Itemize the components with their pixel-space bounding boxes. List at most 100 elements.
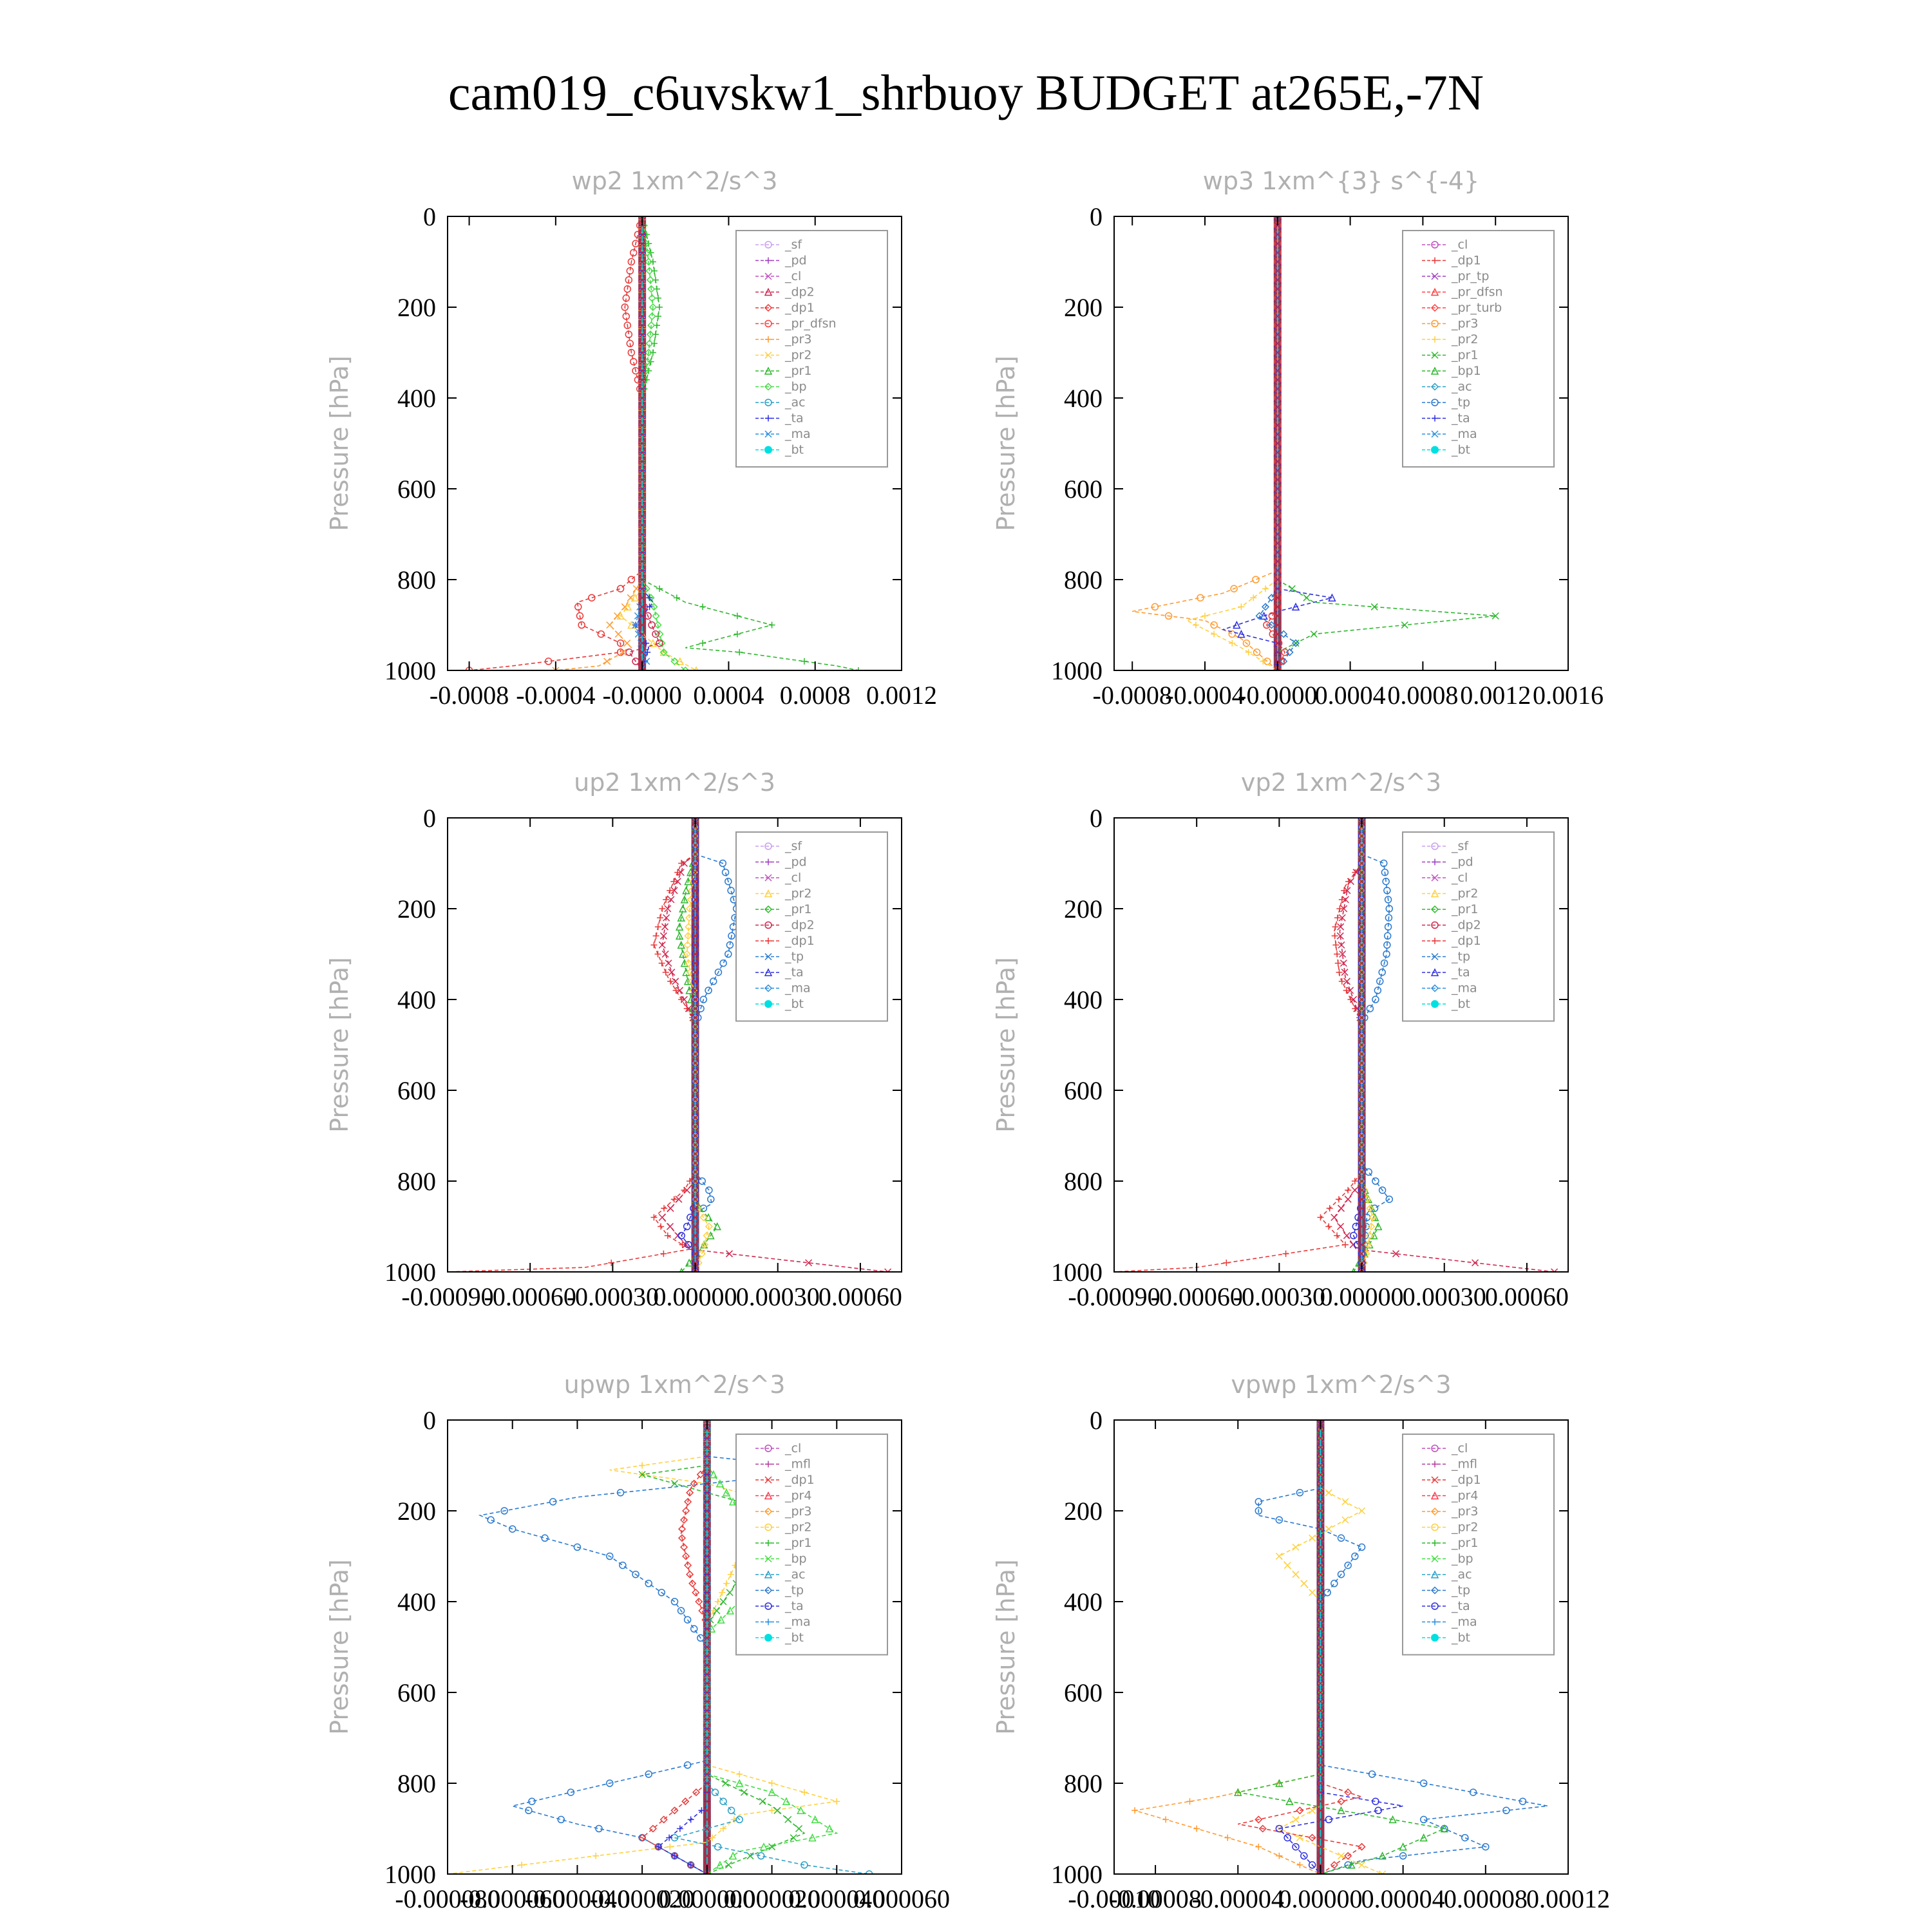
zero-line-marker: [1274, 530, 1282, 538]
series-marker-pr3: [614, 630, 622, 638]
zero-line-marker: [1274, 558, 1282, 565]
legend-entry: _pr_dfsn: [784, 317, 837, 331]
zero-line-marker: [1358, 1141, 1366, 1149]
legend-marker: [1431, 1444, 1439, 1452]
series-marker-pr1: [670, 1480, 679, 1488]
series-marker-dp1: [1316, 1870, 1325, 1874]
series-marker-pr1: [675, 922, 684, 931]
series-marker-pr1: [673, 594, 680, 601]
series-marker-dp2: [884, 1268, 892, 1272]
x-tick-label: 0.00030: [736, 1282, 820, 1311]
series-marker-tp: [1255, 612, 1264, 620]
legend-marker: [764, 1586, 773, 1595]
zero-line-marker: [1358, 1059, 1366, 1067]
zero-line-marker: [638, 321, 646, 329]
zero-line-marker: [1358, 923, 1366, 931]
zero-line-marker: [692, 1159, 699, 1167]
zero-line-marker: [692, 841, 699, 849]
zero-line-marker: [1358, 969, 1366, 976]
series-marker-dp1: [680, 1543, 688, 1551]
series-marker-dp2: [632, 658, 639, 665]
zero-line-marker: [692, 905, 699, 913]
legend-entry: _pr2: [1451, 1520, 1478, 1535]
series-marker-tp: [1482, 1842, 1490, 1851]
series-marker-pr1: [855, 667, 862, 670]
series-marker-dp2: [680, 859, 688, 867]
zero-line-marker: [703, 1498, 711, 1506]
legend-marker: [1431, 430, 1439, 438]
zero-line-marker: [692, 1150, 699, 1158]
series-marker-pr2: [1358, 1507, 1366, 1515]
legend-marker: [1431, 952, 1439, 961]
series-marker-tp: [1366, 1005, 1374, 1012]
series-marker-pr2: [1368, 1213, 1377, 1222]
zero-line-marker: [1274, 612, 1282, 620]
series-marker-dp2: [625, 649, 633, 656]
series-marker-pr1: [656, 585, 663, 592]
zero-line-marker: [703, 1725, 711, 1732]
series-marker-pr2: [649, 639, 658, 647]
series-marker-bp: [645, 348, 653, 357]
series-marker-tp: [1502, 1806, 1510, 1815]
zero-line-marker: [703, 1616, 711, 1624]
y-tick-label: 0: [1090, 202, 1103, 231]
series-marker-ta: [687, 1213, 694, 1222]
series-marker-dp1: [1332, 942, 1340, 949]
zero-line-marker: [692, 1050, 699, 1058]
zero-line-marker: [1358, 905, 1366, 913]
zero-line-marker: [1358, 887, 1366, 895]
zero-line-marker: [1316, 1552, 1324, 1560]
chart-panel: wp3 1xm^{3} s^{-4} Pressure [hPa] 0 200 400 6…: [992, 167, 1604, 710]
legend-entry: _cl: [1451, 1441, 1468, 1455]
zero-line-marker: [1358, 832, 1366, 840]
legend-marker: [1432, 858, 1438, 866]
zero-line-marker: [703, 1552, 711, 1560]
zero-line-marker: [1316, 1861, 1324, 1869]
legend-marker: [1431, 874, 1439, 882]
series-marker-tp: [645, 1580, 652, 1587]
series-marker-tp: [1368, 1770, 1376, 1778]
zero-line-marker: [638, 216, 646, 220]
series-marker-tp: [1280, 630, 1288, 638]
series-marker-dp1: [696, 1470, 705, 1479]
series-marker-pr2: [623, 602, 632, 611]
zero-line-marker: [1358, 878, 1366, 886]
legend-marker: [764, 1476, 772, 1484]
zero-line-marker: [692, 1268, 699, 1272]
legend-marker: [1431, 319, 1439, 328]
series-marker-tp: [1381, 868, 1389, 876]
series-marker-dp2: [685, 1005, 692, 1012]
zero-line-marker: [1316, 1815, 1324, 1823]
series-marker-bp: [759, 1842, 768, 1851]
y-axis-label: Pressure [hPa]: [992, 1559, 1020, 1735]
y-tick-label: 0: [1090, 1406, 1103, 1435]
zero-line-marker: [692, 941, 699, 949]
series-marker-bp: [648, 312, 656, 321]
y-tick-label: 1000: [384, 1258, 436, 1287]
zero-line-marker: [1274, 549, 1282, 556]
series-marker-tp: [1384, 896, 1392, 904]
series-marker-dp1: [1358, 1842, 1366, 1851]
series-marker-tp: [726, 941, 734, 949]
zero-line-marker: [1274, 285, 1282, 293]
series-marker-dp1: [695, 1597, 703, 1606]
zero-line-marker: [1316, 1580, 1324, 1587]
legend-marker: [1431, 241, 1439, 249]
y-tick-label: 1000: [384, 656, 436, 685]
series-marker-dp1: [670, 1196, 677, 1203]
legend-entry: _ta: [784, 1599, 804, 1613]
series-marker-pr2: [1337, 1852, 1345, 1860]
series-marker-dp1: [621, 303, 629, 311]
series-marker-bp: [646, 276, 654, 284]
series-marker-tp: [1379, 859, 1388, 867]
series-marker-pr1: [685, 1258, 694, 1267]
series-marker-tp: [1372, 996, 1379, 1003]
zero-line-marker: [1358, 1150, 1366, 1158]
series-line-dp1: [469, 216, 643, 670]
x-tick-label: -0.000080: [395, 1884, 500, 1913]
series-marker-pr1: [736, 649, 743, 656]
plot-frame: [1113, 216, 1569, 671]
series-marker-pr1: [800, 658, 808, 665]
legend-marker: [764, 968, 773, 976]
legend-marker: [1430, 968, 1439, 976]
